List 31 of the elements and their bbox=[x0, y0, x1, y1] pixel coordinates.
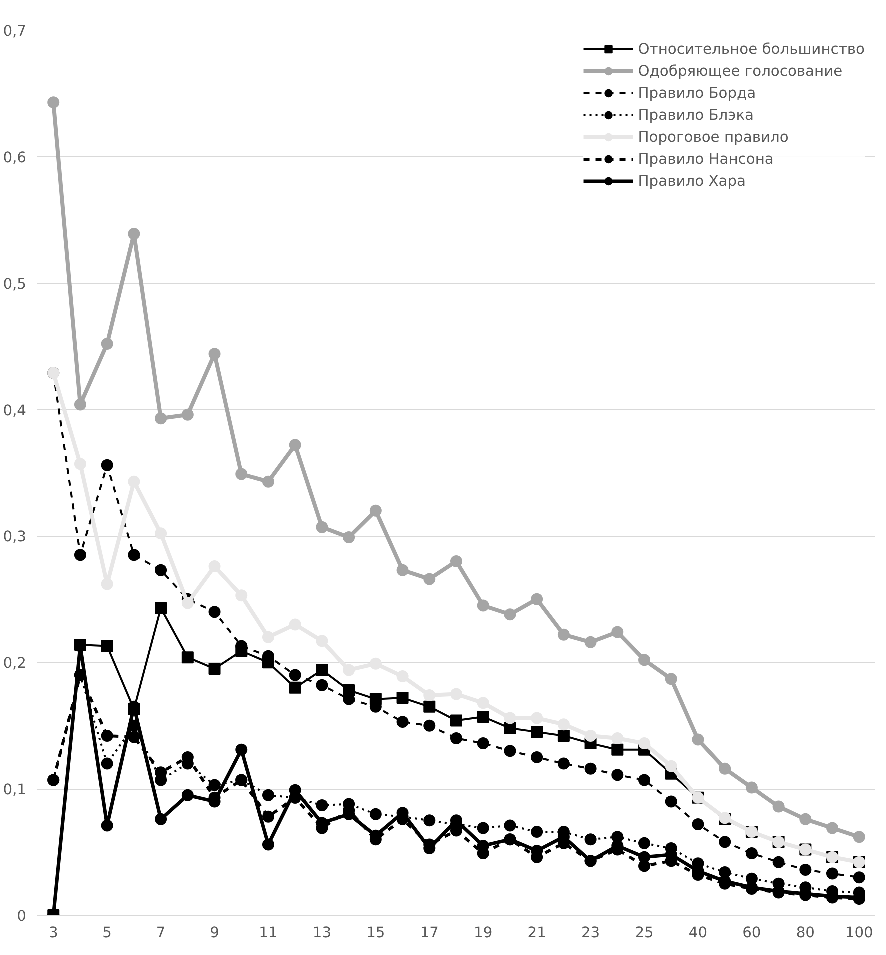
x-tick-label: 21 bbox=[528, 924, 546, 942]
x-tick-label: 11 bbox=[259, 924, 278, 942]
x-tick-label: 3 bbox=[48, 924, 58, 942]
legend-label: Одобряющее голосование bbox=[638, 62, 843, 80]
x-tick-label: 13 bbox=[312, 924, 332, 942]
x-tick-label: 17 bbox=[420, 924, 439, 942]
y-tick-label: 0,1 bbox=[3, 782, 27, 799]
x-tick-label: 15 bbox=[366, 924, 386, 942]
x-tick-label: 5 bbox=[102, 924, 112, 942]
legend-label: Правило Нансона bbox=[638, 150, 774, 168]
y-tick-label: 0,2 bbox=[3, 655, 27, 672]
legend-label: Пороговое правило bbox=[638, 128, 789, 146]
y-tick-label: 0,3 bbox=[3, 528, 27, 546]
x-tick-label: 19 bbox=[474, 924, 493, 942]
y-tick-label: 0,4 bbox=[3, 402, 27, 420]
x-tick-label: 60 bbox=[742, 924, 762, 942]
y-tick-label: 0 bbox=[17, 908, 27, 925]
x-tick-label: 40 bbox=[688, 924, 708, 942]
y-tick-label: 0,6 bbox=[3, 149, 27, 166]
x-tick-label: 25 bbox=[635, 924, 654, 942]
x-tick-label: 7 bbox=[156, 924, 166, 942]
x-tick-label: 23 bbox=[581, 924, 600, 942]
legend-label: Правило Блэка bbox=[638, 106, 754, 124]
y-tick-label: 0,5 bbox=[3, 276, 27, 293]
y-tick-label: 0,7 bbox=[3, 23, 27, 40]
x-tick-label: 9 bbox=[210, 924, 220, 942]
x-tick-label: 80 bbox=[796, 924, 815, 942]
legend-label: Правило Хара bbox=[638, 172, 746, 190]
x-tick-label: 100 bbox=[845, 924, 874, 942]
legend-label: Правило Борда bbox=[638, 84, 756, 102]
legend-label: Относительное большинство bbox=[638, 40, 865, 58]
